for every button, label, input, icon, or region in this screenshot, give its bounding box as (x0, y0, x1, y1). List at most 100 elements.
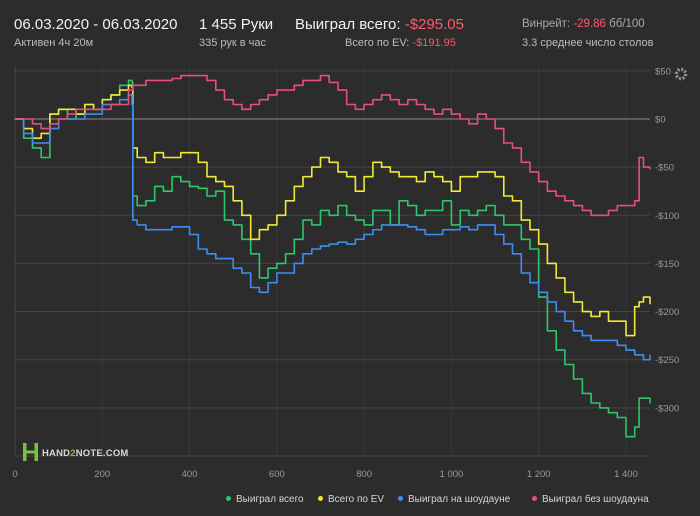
series-point-3 (520, 161, 522, 163)
series-point-2 (23, 132, 25, 135)
series-point-0 (424, 209, 426, 212)
series-point-2 (625, 349, 627, 351)
legend-label-won: Выиграл всего (236, 494, 304, 505)
series-point-2 (424, 233, 426, 236)
series-point-2 (380, 224, 383, 226)
series-point-0 (119, 84, 121, 86)
series-point-2 (328, 243, 330, 245)
series-point-0 (503, 224, 505, 226)
series-point-2 (599, 339, 601, 342)
ev-total-label: Всего по EV: (345, 37, 410, 49)
series-point-1 (127, 84, 130, 86)
series-point-1 (171, 156, 173, 159)
series-point-1 (154, 152, 156, 154)
series-point-1 (511, 200, 514, 202)
series-point-2 (529, 282, 531, 284)
series-point-3 (171, 77, 173, 80)
series-point-3 (92, 108, 95, 110)
series-point-0 (442, 200, 444, 202)
series-point-3 (188, 75, 191, 77)
legend-label-ev: Всего по EV (328, 494, 385, 505)
series-point-0 (529, 248, 531, 250)
gear-icon[interactable] (673, 66, 689, 82)
series-point-3 (581, 209, 583, 212)
series-point-0 (40, 156, 42, 159)
series-point-3 (241, 108, 243, 110)
series-point-0 (642, 397, 645, 399)
winrate-unit: бб/100 (609, 18, 645, 30)
series-point-3 (494, 127, 496, 130)
series-point-1 (110, 94, 112, 96)
legend-item-non-showdown[interactable]: Выиграл без шоудауна (532, 494, 649, 505)
y-tick-label: -$50 (655, 163, 674, 174)
series-point-3 (58, 118, 60, 120)
series-point-1 (546, 262, 549, 265)
series-point-1 (145, 161, 147, 163)
x-axis-ticks: 0 200 400 600 800 1 000 1 200 1 400 (12, 469, 638, 480)
y-tick-label: -$150 (655, 259, 679, 270)
legend-item-showdown[interactable]: Выиграл на шоудауне (398, 494, 510, 505)
series-point-3 (442, 108, 444, 110)
series-point-0 (477, 209, 479, 212)
legend-label-non-showdown: Выиграл без шоудауна (542, 494, 649, 505)
x-tick-label: 400 (182, 469, 198, 480)
series-point-3 (302, 79, 304, 82)
series-point-3 (433, 113, 435, 115)
series-point-1 (380, 166, 383, 168)
chart-grid (14, 66, 650, 457)
series-point-0 (258, 277, 260, 279)
legend-item-ev[interactable]: Всего по EV (318, 494, 384, 505)
series-point-0 (171, 176, 173, 178)
series-point-3 (276, 89, 278, 91)
series-point-0 (206, 195, 208, 197)
series-point-2 (223, 257, 226, 260)
series-point-0 (599, 407, 601, 409)
series-point-2 (119, 99, 121, 101)
series-point-2 (538, 291, 540, 293)
series-point-2 (363, 233, 365, 236)
series-point-0 (215, 190, 217, 192)
series-point-3 (380, 94, 383, 96)
series-point-2 (590, 339, 592, 342)
series-point-0 (188, 185, 191, 187)
series-point-0 (450, 224, 453, 226)
series-point-1 (337, 171, 339, 173)
series-point-2 (241, 272, 243, 274)
series-point-1 (459, 176, 461, 178)
series-point-0 (241, 238, 243, 240)
series-point-2 (555, 310, 557, 313)
series-point-2 (188, 233, 191, 236)
series-point-0 (433, 209, 435, 212)
series-point-3 (503, 142, 505, 144)
series-point-1 (581, 310, 583, 313)
series-point-1 (258, 229, 260, 231)
series-point-2 (276, 272, 278, 274)
series-point-2 (31, 142, 34, 144)
series-point-3 (649, 168, 651, 170)
series-point-0 (180, 180, 182, 183)
series-point-0 (23, 137, 25, 139)
legend-dot-non-showdown (532, 495, 537, 501)
series-point-1 (354, 190, 357, 192)
series-point-1 (302, 176, 304, 178)
series-point-2 (346, 243, 348, 245)
series-point-0 (625, 436, 627, 438)
y-tick-label: $50 (655, 66, 671, 77)
series-point-3 (215, 89, 217, 91)
series-point-1 (599, 310, 601, 313)
series-point-0 (302, 219, 304, 221)
series-point-2 (468, 229, 470, 231)
series-point-2 (485, 224, 487, 226)
series-line-1 (15, 84, 651, 337)
series-point-0 (232, 224, 234, 226)
series-point-0 (250, 253, 252, 255)
series-point-3 (529, 171, 531, 173)
legend-item-won[interactable]: Выиграл всего (226, 494, 304, 505)
series-point-3 (573, 205, 575, 207)
series-point-0 (407, 205, 409, 207)
series-point-0 (354, 219, 357, 221)
series-point-3 (162, 79, 164, 82)
series-point-0 (415, 214, 418, 216)
series-point-2 (634, 354, 636, 356)
series-point-1 (503, 195, 505, 197)
